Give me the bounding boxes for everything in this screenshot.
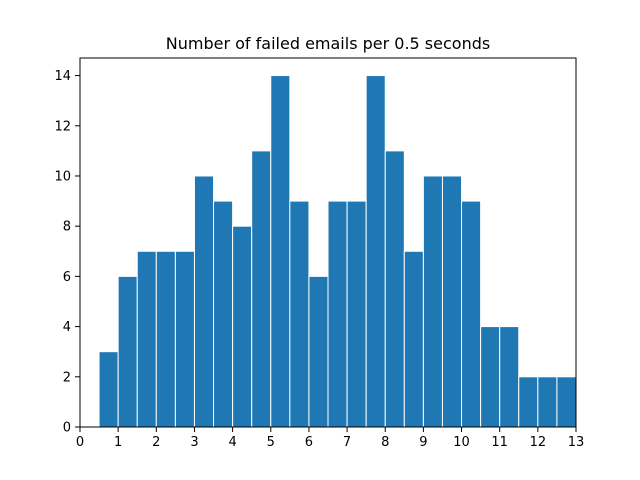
histogram-bar: [117, 275, 138, 428]
histogram-bar: [193, 175, 215, 428]
chart-title: Number of failed emails per 0.5 seconds: [166, 34, 490, 53]
y-tick-label: 0: [63, 421, 71, 436]
x-tick-label: 9: [419, 435, 427, 450]
histogram-bar: [232, 225, 253, 428]
histogram-bar: [365, 75, 386, 428]
histogram-bar: [537, 376, 558, 428]
histogram-bar: [251, 150, 272, 428]
histogram-bar: [327, 200, 348, 428]
x-tick-label: 10: [453, 435, 470, 450]
histogram-bar: [518, 376, 539, 428]
x-tick-label: 2: [152, 435, 160, 450]
x-tick-label: 3: [190, 435, 198, 450]
histogram-bar: [289, 200, 310, 428]
x-tick-label: 0: [76, 435, 84, 450]
y-tick-label: 14: [54, 69, 71, 84]
x-axis: 0 1 2 3 4 5 6 7 8 9 10 11 12 13: [76, 427, 584, 450]
x-tick-label: 1: [114, 435, 122, 450]
histogram-bar: [98, 351, 119, 428]
histogram-bar: [155, 250, 176, 428]
histogram-bar: [136, 250, 157, 428]
histogram-bar: [556, 376, 577, 428]
histogram-bar: [480, 326, 501, 428]
histogram-bar: [461, 200, 482, 428]
x-tick-label: 5: [267, 435, 275, 450]
x-tick-label: 12: [530, 435, 547, 450]
y-tick-label: 10: [54, 169, 71, 184]
x-tick-label: 4: [228, 435, 236, 450]
y-axis: 0 2 4 6 8 10 12 14: [54, 69, 80, 436]
bars-layer: [98, 75, 577, 428]
x-tick-label: 8: [381, 435, 389, 450]
histogram-bar: [213, 200, 234, 428]
histogram-bar: [384, 150, 405, 428]
histogram-bar: [499, 326, 520, 428]
histogram-bar: [346, 200, 367, 428]
histogram-bar: [174, 250, 195, 428]
y-tick-label: 4: [63, 320, 71, 335]
x-tick-label: 13: [568, 435, 585, 450]
x-tick-label: 7: [343, 435, 351, 450]
y-tick-label: 6: [63, 270, 71, 285]
histogram-bar: [308, 275, 329, 428]
histogram-bar: [403, 250, 424, 428]
y-tick-label: 8: [63, 220, 71, 235]
y-tick-label: 2: [63, 370, 71, 385]
histogram-bar: [270, 75, 291, 428]
histogram-bar: [422, 175, 443, 428]
y-tick-label: 12: [54, 119, 71, 134]
histogram-bar: [441, 175, 463, 428]
plot-frame: [79, 57, 577, 428]
x-tick-label: 11: [491, 435, 508, 450]
axes-layer: [79, 57, 577, 428]
x-tick-label: 6: [305, 435, 313, 450]
